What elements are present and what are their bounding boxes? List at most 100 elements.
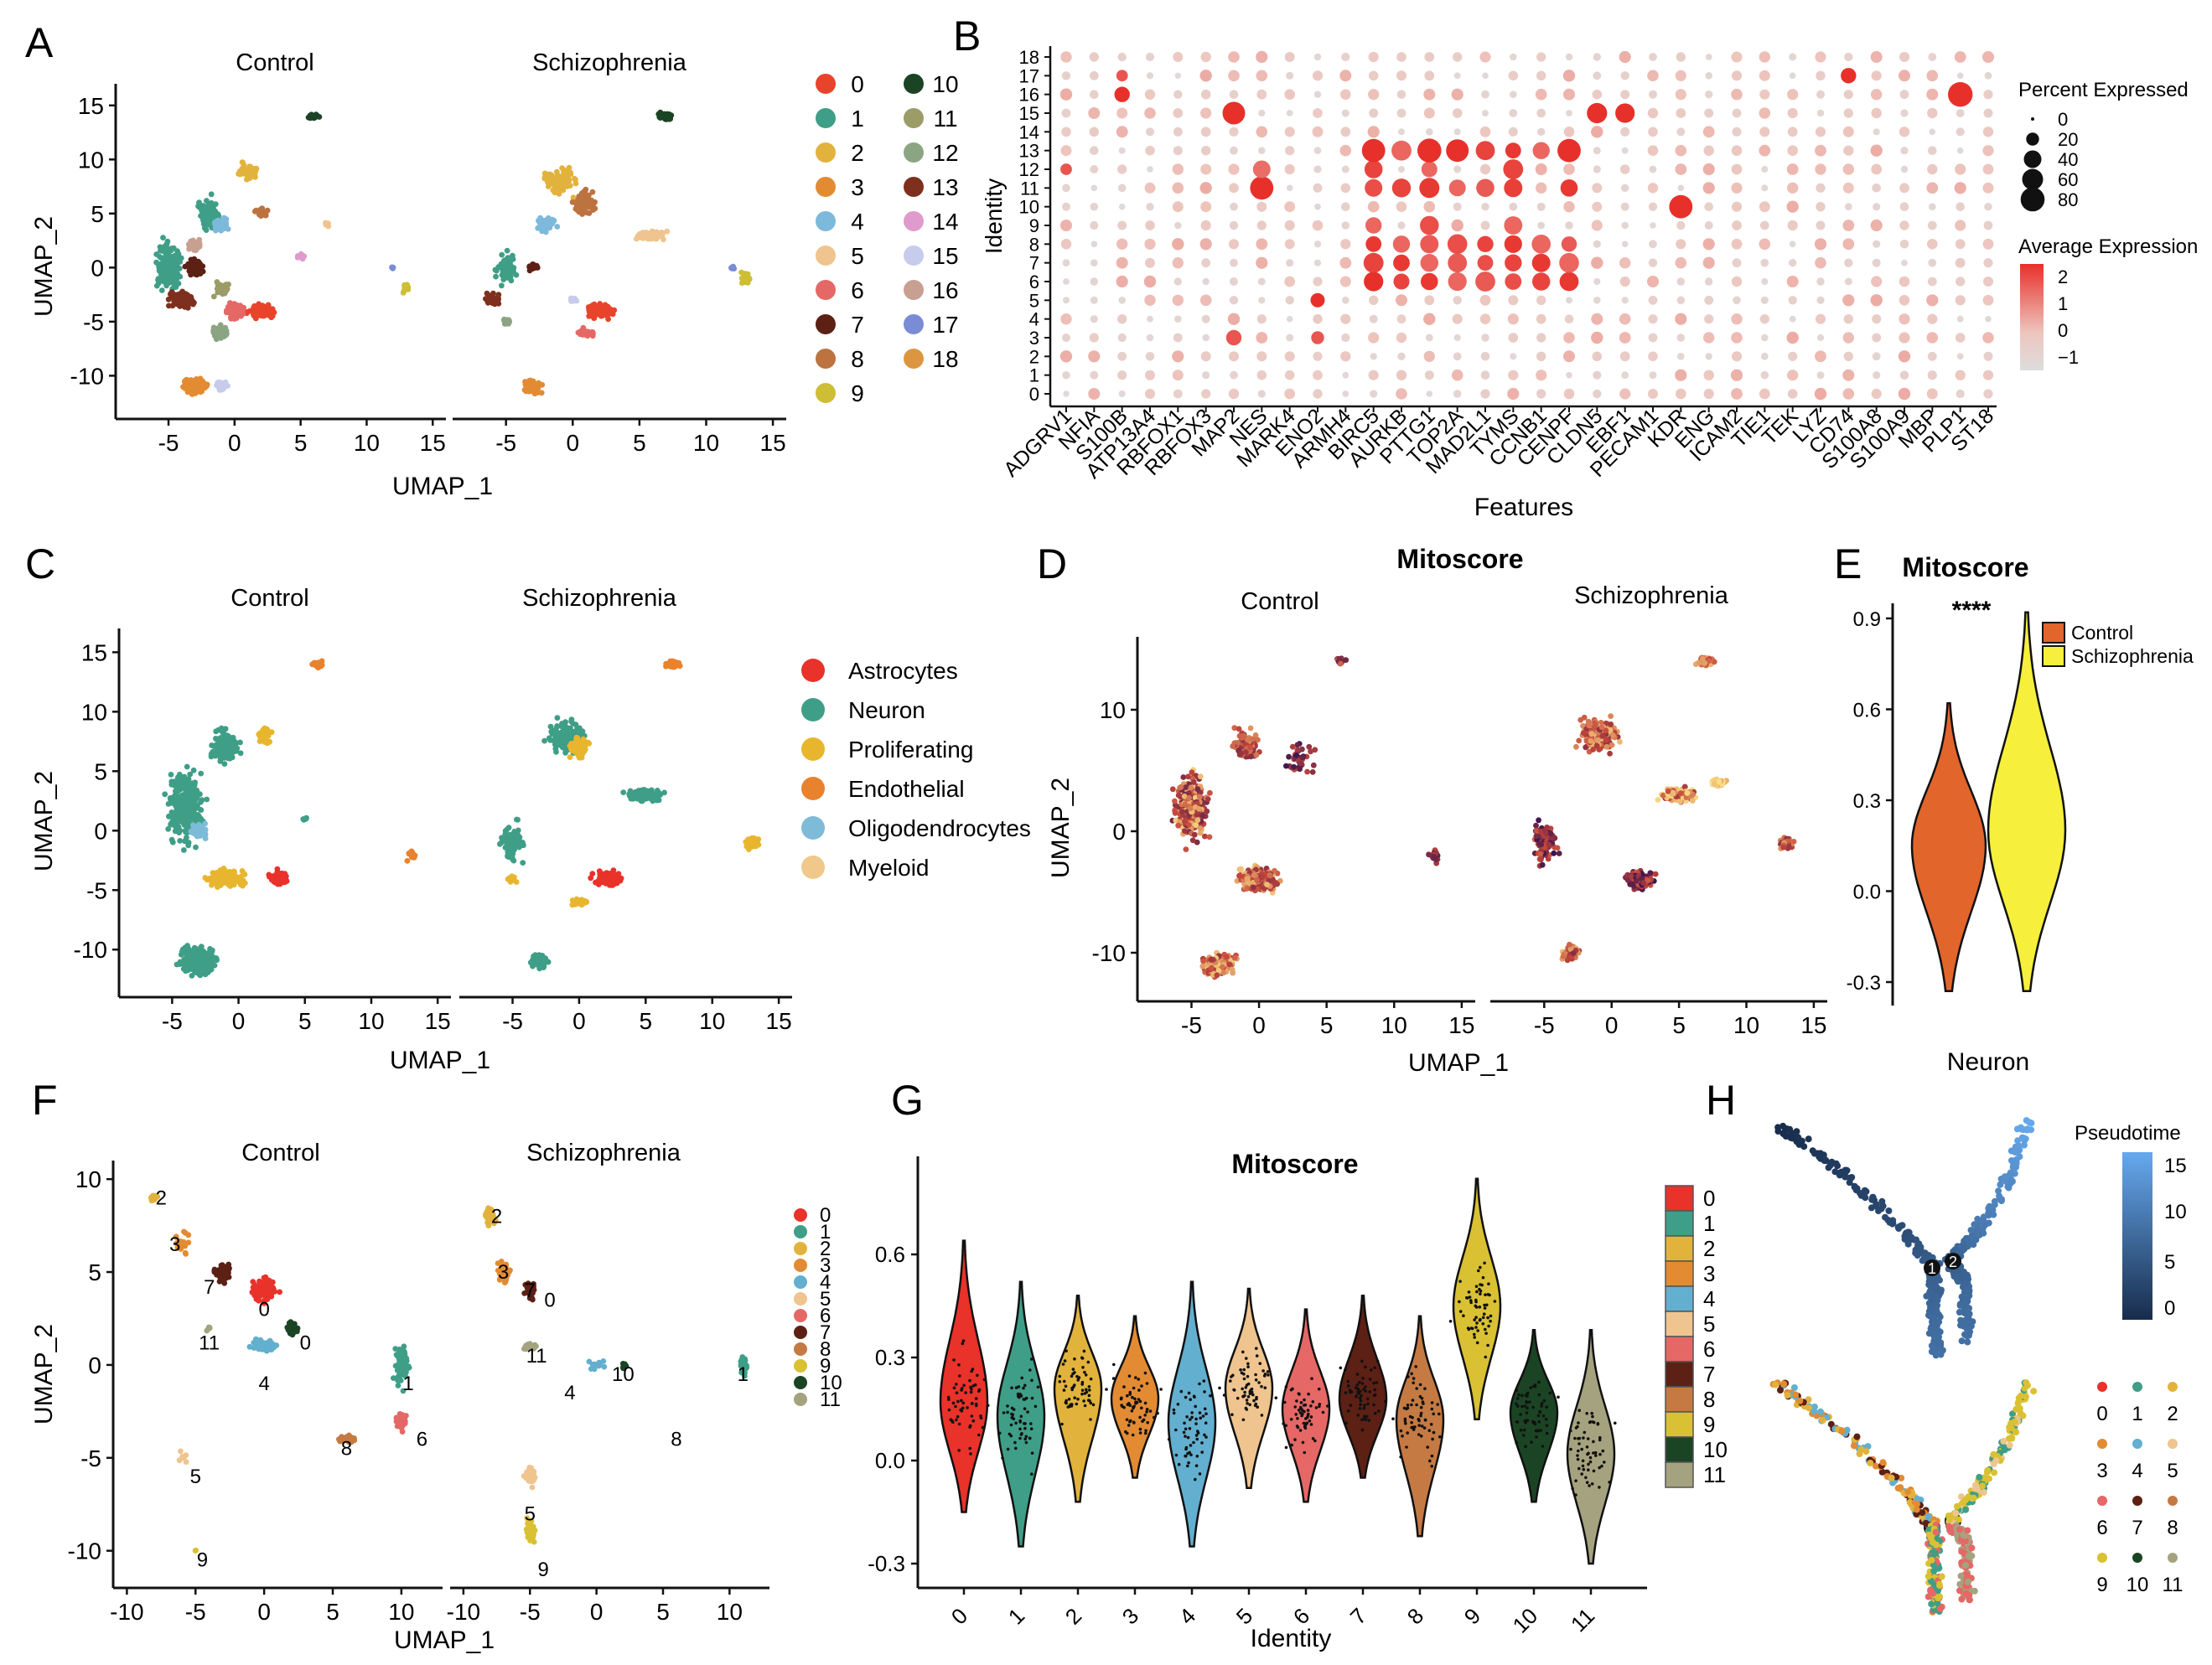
dot-CLDN5-6 [1593, 277, 1601, 286]
dot-CLDN5-4 [1591, 313, 1603, 325]
dot-PECAM1-0 [1648, 389, 1658, 399]
umap-point [1207, 789, 1213, 796]
panel-c-y-ticklabel: -5 [86, 877, 107, 903]
dot-ADGRV1-9 [1060, 220, 1072, 231]
umap-point [174, 814, 181, 820]
dot-ENG-14 [1702, 126, 1715, 138]
dot-KDR-3 [1676, 334, 1686, 342]
panel-b-identity-label: 15 [1019, 103, 1039, 124]
dot-AURKB-18 [1396, 52, 1406, 62]
umap-point [544, 174, 551, 181]
umap-point [177, 838, 184, 844]
dot-LYZ-18 [1815, 51, 1826, 63]
dot-RBFOX3-6 [1202, 277, 1210, 286]
umap-point [177, 273, 184, 280]
dot-EBF1-0 [1619, 388, 1631, 400]
umap-point [653, 230, 659, 236]
dot-RBFOX1-15 [1173, 108, 1184, 118]
panel-a-title-control: Control [236, 49, 314, 76]
umap-point [214, 382, 220, 389]
panel-d-title-control: Control [1241, 588, 1319, 615]
umap-point [325, 223, 332, 230]
dot-ICAM2-2 [1731, 351, 1743, 362]
dot-TYMS-6 [1505, 273, 1522, 290]
legend-label-cluster-5: 5 [851, 243, 864, 269]
panel-a-xr-ticklabel: 10 [693, 430, 719, 456]
dot-TEK-18 [1789, 53, 1797, 61]
panel-c-xticks: -5 0 5 10 15 -5 0 5 10 15 [162, 997, 792, 1034]
dot-TIE1-12 [1761, 165, 1769, 173]
dot-TYMS-18 [1510, 53, 1517, 61]
umap-point [210, 293, 217, 300]
dot-TYMS-1 [1508, 370, 1519, 380]
dot-MAD2L1-18 [1479, 51, 1491, 63]
umap-point [204, 876, 210, 883]
umap-point [490, 290, 496, 297]
dot-TOP2A-18 [1453, 52, 1463, 62]
dot-ENO2-9 [1312, 220, 1324, 231]
dot-CENPF-18 [1565, 53, 1573, 61]
dot-CLDN5-15 [1587, 102, 1608, 124]
umap-point [210, 874, 217, 881]
umap-point [670, 658, 676, 664]
dot-TEK-4 [1789, 315, 1796, 323]
dot-MBP-2 [1927, 351, 1937, 361]
umap-point [176, 300, 183, 307]
dot-ENO2-10 [1314, 203, 1321, 210]
dot-BIRC5-13 [1361, 138, 1386, 163]
dot-ENO2-3 [1311, 331, 1324, 344]
dot-MAP2-6 [1230, 277, 1238, 286]
dot-ADGRV1-17 [1061, 71, 1071, 80]
dot-KDR-14 [1676, 127, 1686, 137]
panel-a-xr-ticklabel: 0 [566, 430, 579, 456]
dot-CENPF-5 [1566, 297, 1572, 304]
panel-c-xr-ticklabel: 0 [572, 1008, 586, 1034]
dot-PECAM1-2 [1648, 351, 1658, 362]
dot-PLP1-17 [1956, 72, 1964, 80]
legend-label-cluster-9: 9 [851, 380, 864, 406]
dot-MAD2L1-7 [1477, 255, 1494, 271]
umap-point [541, 221, 548, 227]
umap-point [604, 303, 611, 310]
dot-RBFOX3-12 [1200, 163, 1212, 175]
dot-CENPF-7 [1559, 252, 1579, 273]
umap-point [640, 233, 646, 239]
dot-ICAM2-12 [1731, 163, 1743, 175]
umap-point [1206, 834, 1213, 840]
dot-ATP13A4-17 [1146, 72, 1154, 80]
legend-swatch-cluster-5 [816, 246, 836, 266]
dot-MARK4-12 [1284, 163, 1295, 175]
dot-PLP1-13 [1956, 147, 1964, 154]
dot-ADGRV1-0 [1063, 390, 1070, 397]
dot-NFIA-2 [1088, 350, 1101, 363]
dot-BIRC5-15 [1369, 108, 1379, 118]
umap-point [501, 834, 508, 840]
dot-LYZ-15 [1816, 109, 1825, 117]
dot-TYMS-15 [1509, 109, 1518, 117]
umap-point [583, 332, 589, 338]
dot-CLDN5-3 [1591, 331, 1603, 344]
umap-point [204, 383, 210, 390]
dot-CLDN5-17 [1593, 71, 1602, 80]
dot-ENO2-0 [1313, 389, 1323, 399]
panel-a-title-schizo: Schizophrenia [532, 49, 687, 76]
umap-point [165, 825, 172, 832]
dot-MBP-6 [1927, 277, 1937, 287]
umap-point [744, 271, 751, 277]
dot-ICAM2-11 [1731, 182, 1743, 194]
pct-legend-dot-80 [2020, 187, 2045, 212]
umap-point [214, 957, 220, 964]
umap-point [580, 900, 586, 907]
dot-LYZ-16 [1816, 90, 1825, 99]
umap-point [405, 287, 412, 292]
umap-point [547, 723, 554, 730]
umap-point [209, 742, 215, 748]
dot-CENPF-14 [1563, 127, 1575, 137]
dot-MAD2L1-1 [1480, 370, 1490, 380]
dot-CENPF-11 [1560, 179, 1578, 197]
dot-CCNB1-14 [1537, 127, 1546, 136]
dot-LYZ-11 [1816, 183, 1826, 193]
dot-RBFOX1-18 [1173, 52, 1184, 62]
dot-CENPF-13 [1557, 138, 1581, 163]
